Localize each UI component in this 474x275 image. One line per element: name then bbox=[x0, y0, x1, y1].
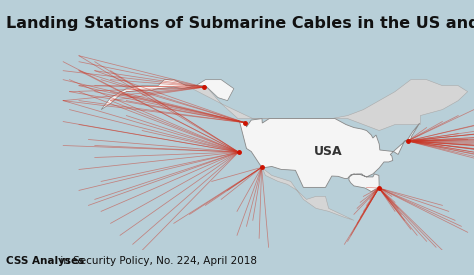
Polygon shape bbox=[238, 119, 419, 192]
Text: CSS Analyses: CSS Analyses bbox=[6, 256, 84, 266]
Polygon shape bbox=[262, 168, 354, 220]
Text: in Security Policy, No. 224, April 2018: in Security Policy, No. 224, April 2018 bbox=[57, 256, 257, 266]
Polygon shape bbox=[186, 80, 468, 131]
Text: USA: USA bbox=[314, 145, 343, 158]
Text: Landing Stations of Submarine Cables in the US and China: Landing Stations of Submarine Cables in … bbox=[6, 16, 474, 31]
Polygon shape bbox=[101, 80, 234, 110]
